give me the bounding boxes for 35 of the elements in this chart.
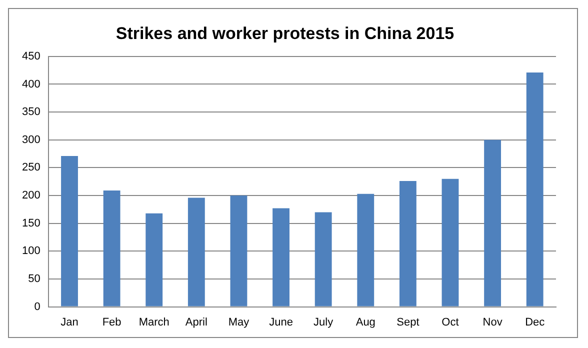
y-tick-label: 100 <box>22 245 40 258</box>
y-tick-label: 0 <box>34 300 40 313</box>
y-tick-label: 50 <box>28 273 40 286</box>
bar <box>272 208 290 306</box>
x-tick-label: March <box>138 316 170 328</box>
x-tick-label: July <box>314 316 334 328</box>
bar <box>526 72 544 306</box>
x-tick-label: Oct <box>442 316 459 328</box>
bar <box>230 196 248 306</box>
y-tick-label: 400 <box>22 78 40 90</box>
y-tick-label: 200 <box>22 190 40 202</box>
x-tick-label: Aug <box>356 316 376 328</box>
x-tick-label: Dec <box>525 316 546 328</box>
x-tick-label: Nov <box>482 316 503 328</box>
y-tick-label: 350 <box>22 106 40 118</box>
bar <box>103 190 120 306</box>
y-tick-label: 300 <box>22 134 40 146</box>
y-tick-label: 250 <box>22 162 40 174</box>
x-tick-label: June <box>269 316 293 328</box>
bar <box>442 178 459 306</box>
y-tick-label: 150 <box>22 217 40 230</box>
x-tick-label: Jan <box>60 316 78 328</box>
x-tick-label: April <box>185 316 208 328</box>
x-tick-label: May <box>228 316 250 328</box>
bar <box>61 156 78 306</box>
bar <box>188 198 205 306</box>
bar <box>484 140 502 306</box>
bar <box>146 213 163 306</box>
chart-title: Strikes and worker protests in China 2015 <box>116 24 454 43</box>
bar <box>314 212 332 306</box>
x-tick-label: Sept <box>396 316 420 328</box>
y-tick-label: 450 <box>22 50 40 62</box>
bar <box>357 194 374 306</box>
x-tick-label: Feb <box>102 316 122 328</box>
bar <box>399 181 416 306</box>
